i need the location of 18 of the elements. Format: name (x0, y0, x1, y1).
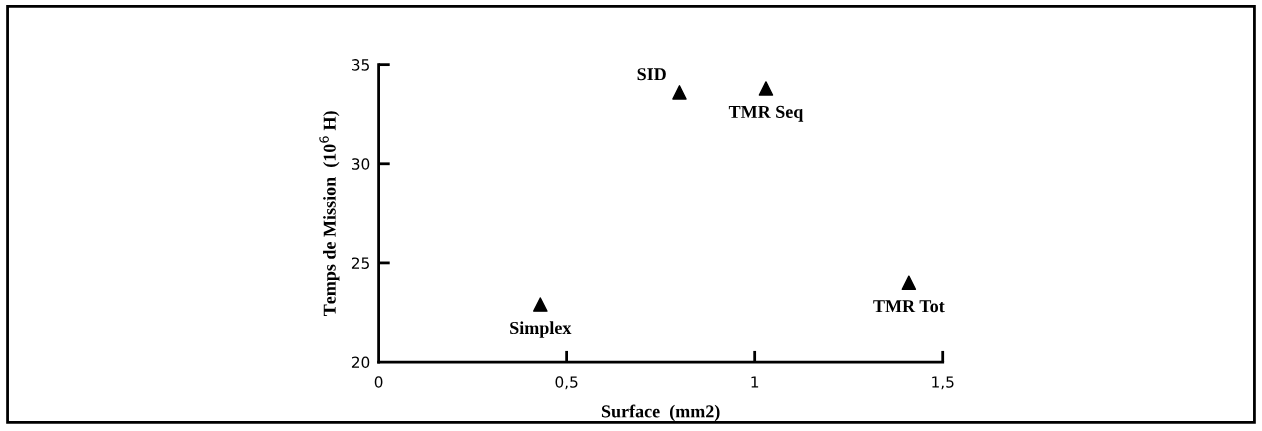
x-tick-label: 1,5 (932, 376, 954, 390)
point (672, 85, 687, 100)
point (533, 297, 548, 312)
point (758, 81, 774, 96)
x-tick-label: 0 (374, 376, 383, 388)
y-tick-label: 35 (351, 59, 369, 71)
y-tick-label: 30 (351, 158, 370, 170)
point (901, 275, 917, 291)
x-tick-label: 0,5 (555, 376, 578, 390)
y-tick-label: 20 (351, 356, 370, 369)
y-axis-title: Temps de Mission (10$^{6}$ H) (319, 111, 340, 316)
x-tick-label: 1 (751, 376, 759, 388)
x-axis-title: Surface (mm2) (601, 404, 720, 422)
y-tick-label: 25 (351, 257, 369, 269)
annotation: Simplex (510, 321, 572, 338)
annotation: TMR Tot (873, 300, 945, 313)
annotation: TMR Seq (728, 105, 804, 122)
annotation: SID (637, 68, 666, 81)
